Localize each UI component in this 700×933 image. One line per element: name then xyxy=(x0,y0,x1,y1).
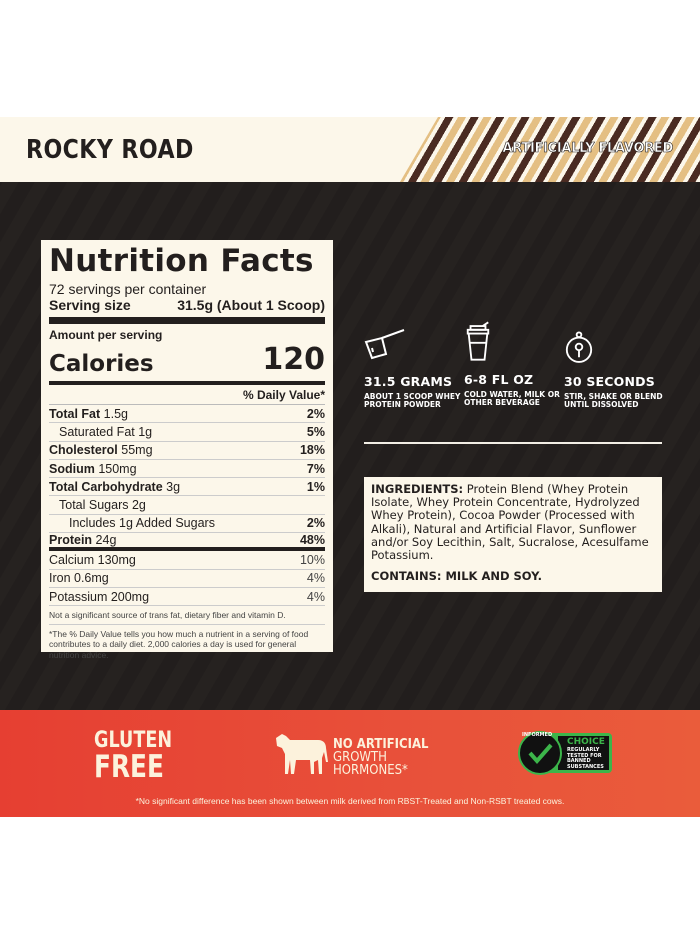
calories-value: 120 xyxy=(262,342,325,377)
checkmark-badge-icon xyxy=(518,731,612,775)
nutrient-name: Protein 24g xyxy=(49,533,117,548)
nutrient-name: Includes 1g Added Sugars xyxy=(69,516,215,531)
nutrient-dv: 2% xyxy=(306,406,325,421)
hormones-line: HORMONES* xyxy=(333,763,408,778)
nutrient-name: Sodium 150mg xyxy=(49,461,137,476)
nutrition-footnote: *The % Daily Value tells you how much a … xyxy=(49,629,309,660)
ingredients-list: Protein Blend (Whey Protein Isolate, Whe… xyxy=(371,482,649,563)
cow-icon xyxy=(276,734,328,774)
nutrient-row: Saturated Fat 1g 5% xyxy=(49,423,325,442)
mineral-dv: 4% xyxy=(306,589,325,604)
direction-shaker: 6-8 FL OZ COLD WATER, MILK OR OTHER BEVE… xyxy=(464,321,564,409)
badge-ring-text: INFORMED xyxy=(522,732,553,738)
divider xyxy=(364,442,662,444)
calories-label: Calories xyxy=(49,351,154,377)
disclaimer: *No significant difference has been show… xyxy=(135,796,565,806)
nutrient-dv: 1% xyxy=(306,479,325,494)
no-hormones-claim: NO ARTIFICIAL GROWTH HORMONES* xyxy=(333,738,428,777)
informed-choice-badge: INFORMED CHOICE REGULARLY TESTED FOR BAN… xyxy=(518,731,612,775)
serving-size-label: Serving size xyxy=(49,297,131,313)
direction-text: COLD WATER, MILK OR OTHER BEVERAGE xyxy=(464,390,560,407)
nutrient-name: Saturated Fat 1g xyxy=(59,424,153,439)
direction-timer: 30 SECONDS STIR, SHAKE OR BLEND UNTIL DI… xyxy=(564,326,664,409)
servings-per-container: 72 servings per container xyxy=(49,281,207,297)
nutrient-dv: 48% xyxy=(299,533,325,548)
mineral-dv: 10% xyxy=(299,553,325,568)
direction-title: 31.5 GRAMS xyxy=(364,374,453,389)
badge-text: REGULARLY TESTED FOR BANNED SUBSTANCES xyxy=(567,747,604,770)
nutrient-dv: 18% xyxy=(299,443,325,458)
nutrient-dv: 7% xyxy=(306,461,325,476)
flavor-header: ROCKY ROAD ARTIFICIALLY FLAVORED xyxy=(0,117,700,182)
nutrient-row: Sodium 150mg 7% xyxy=(49,460,325,479)
nutrition-title: Nutrition Facts xyxy=(49,243,314,279)
nutrient-name: Total Fat 1.5g xyxy=(49,406,128,421)
nutrient-row: Total Fat 1.5g 2% xyxy=(49,405,325,424)
nutrient-name: Total Carbohydrate 3g xyxy=(49,479,181,494)
gluten-free-claim: GLUTEN FREE xyxy=(94,730,172,783)
allergen-statement: CONTAINS: MILK AND SOY. xyxy=(371,569,542,584)
ingredients-box: INGREDIENTS: Protein Blend (Whey Protein… xyxy=(364,477,662,592)
nutrition-facts-panel: Nutrition Facts 72 servings per containe… xyxy=(41,240,333,660)
nutrient-row: Total Sugars 2g xyxy=(49,496,325,515)
mineral-name: Calcium 130mg xyxy=(49,553,136,568)
badge-choice: CHOICE xyxy=(567,737,605,747)
nutrition-note: Not a significant source of trans fat, d… xyxy=(49,606,325,626)
direction-text: STIR, SHAKE OR BLEND UNTIL DISSOLVED xyxy=(564,392,663,409)
mineral-name: Iron 0.6mg xyxy=(49,571,109,586)
direction-title: 6-8 FL OZ xyxy=(464,372,534,387)
mineral-dv: 4% xyxy=(306,571,325,586)
serving-size: Serving size 31.5g (About 1 Scoop) xyxy=(49,297,325,324)
hormones-line: NO ARTIFICIAL xyxy=(333,737,429,752)
nutrient-dv: 2% xyxy=(306,516,325,531)
mineral-row: Potassium 200mg 4% xyxy=(49,588,325,607)
flavor-note: ARTIFICIALLY FLAVORED xyxy=(502,141,673,157)
nutrient-row: Includes 1g Added Sugars 2% xyxy=(49,515,325,534)
ingredients-label: INGREDIENTS: xyxy=(371,482,464,496)
direction-title: 30 SECONDS xyxy=(564,374,655,389)
direction-text: ABOUT 1 SCOOP WHEY PROTEIN POWDER xyxy=(364,392,461,409)
timer-icon xyxy=(565,331,593,363)
nutrient-dv: 5% xyxy=(306,424,325,439)
ingredients-text: INGREDIENTS: Protein Blend (Whey Protein… xyxy=(371,482,655,563)
free-line: FREE xyxy=(94,749,164,785)
serving-size-value: 31.5g (About 1 Scoop) xyxy=(177,297,325,313)
mineral-row: Calcium 130mg 10% xyxy=(49,551,325,570)
nutrient-row: Cholesterol 55mg 18% xyxy=(49,442,325,460)
daily-value-header: % Daily Value* xyxy=(49,385,325,405)
mineral-name: Potassium 200mg xyxy=(49,589,150,604)
nutrient-name: Total Sugars 2g xyxy=(59,498,146,513)
flavor-title: ROCKY ROAD xyxy=(26,135,194,165)
directions: 31.5 GRAMS ABOUT 1 SCOOP WHEY PROTEIN PO… xyxy=(364,321,664,409)
nutrient-name: Cholesterol 55mg xyxy=(49,443,153,458)
decorative-stripes xyxy=(400,117,700,182)
claims-band: GLUTEN FREE NO ARTIFICIAL GROWTH HORMONES* … xyxy=(0,710,700,817)
hormones-line: GROWTH xyxy=(333,750,387,765)
calories-row: Calories 120 xyxy=(49,342,325,385)
direction-scoop: 31.5 GRAMS ABOUT 1 SCOOP WHEY PROTEIN PO… xyxy=(364,326,464,409)
mineral-row: Iron 0.6mg 4% xyxy=(49,570,325,588)
nutrient-row: Protein 24g 48% xyxy=(49,533,325,552)
shaker-icon xyxy=(466,321,490,361)
scoop-icon xyxy=(364,329,405,360)
nutrient-row: Total Carbohydrate 3g 1% xyxy=(49,478,325,497)
amount-per-serving: Amount per serving xyxy=(49,328,163,342)
gluten-line: GLUTEN xyxy=(94,728,173,753)
